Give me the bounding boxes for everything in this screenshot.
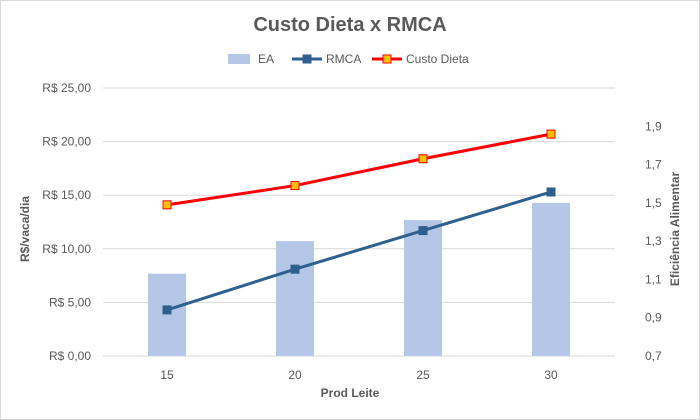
legend-label: RMCA (326, 52, 361, 66)
y2-axis-title: Eficiência Alimentar (668, 172, 682, 287)
bar-ea (532, 202, 570, 356)
y-tick-label: R$ 0,00 (49, 349, 91, 363)
legend-label: EA (258, 52, 274, 66)
y-tick-label: R$ 15,00 (42, 188, 91, 202)
y2-tick-label: 1,7 (645, 158, 662, 172)
marker-custo-dieta (546, 129, 556, 139)
legend-label: Custo Dieta (406, 52, 469, 66)
x-axis-title: Prod Leite (321, 386, 380, 400)
x-tick-label: 30 (544, 368, 558, 382)
y2-tick-label: 0,9 (645, 311, 662, 325)
x-tick-label: 25 (416, 368, 430, 382)
marker-rmca (162, 305, 172, 315)
legend-marker-rmca (302, 54, 312, 64)
y2-tick-label: 1,3 (645, 234, 662, 248)
marker-rmca (546, 187, 556, 197)
marker-rmca (290, 264, 300, 274)
marker-custo-dieta (290, 181, 300, 191)
y2-tick-label: 1,9 (645, 119, 662, 133)
legend-swatch-ea (228, 54, 250, 64)
x-tick-label: 15 (160, 368, 174, 382)
bar-ea (148, 273, 186, 356)
bar-ea (276, 241, 314, 356)
marker-rmca (418, 226, 428, 236)
y-axis-ticks: R$ 0,00 R$ 5,00 R$ 10,00 R$ 15,00 R$ 20,00 R$… (42, 81, 91, 363)
y-tick-label: R$ 10,00 (42, 242, 91, 256)
y-tick-label: R$ 5,00 (49, 295, 91, 309)
y-tick-label: R$ 20,00 (42, 135, 91, 149)
y-tick-label: R$ 25,00 (42, 81, 91, 95)
x-axis-ticks: 15 20 25 30 (160, 368, 558, 382)
y2-tick-label: 0,7 (645, 349, 662, 363)
legend: EA RMCA Custo Dieta (228, 52, 469, 66)
bar-ea (404, 220, 442, 356)
x-tick-label: 20 (288, 368, 302, 382)
y2-axis-ticks: 0,7 0,9 1,1 1,3 1,5 1,7 1,9 (645, 119, 662, 363)
marker-custo-dieta (418, 154, 428, 164)
y2-tick-label: 1,1 (645, 272, 662, 286)
marker-custo-dieta (162, 200, 172, 210)
line-rmca (166, 190, 552, 312)
legend-marker-custo-dieta (382, 54, 392, 64)
y2-tick-label: 1,5 (645, 196, 662, 210)
bar-series (148, 202, 570, 356)
line-custo-dieta (166, 132, 552, 207)
chart-title: Custo Dieta x RMCA (253, 14, 446, 36)
y-axis-title: R$/vaca/dia (18, 196, 32, 262)
line-series (162, 129, 556, 315)
